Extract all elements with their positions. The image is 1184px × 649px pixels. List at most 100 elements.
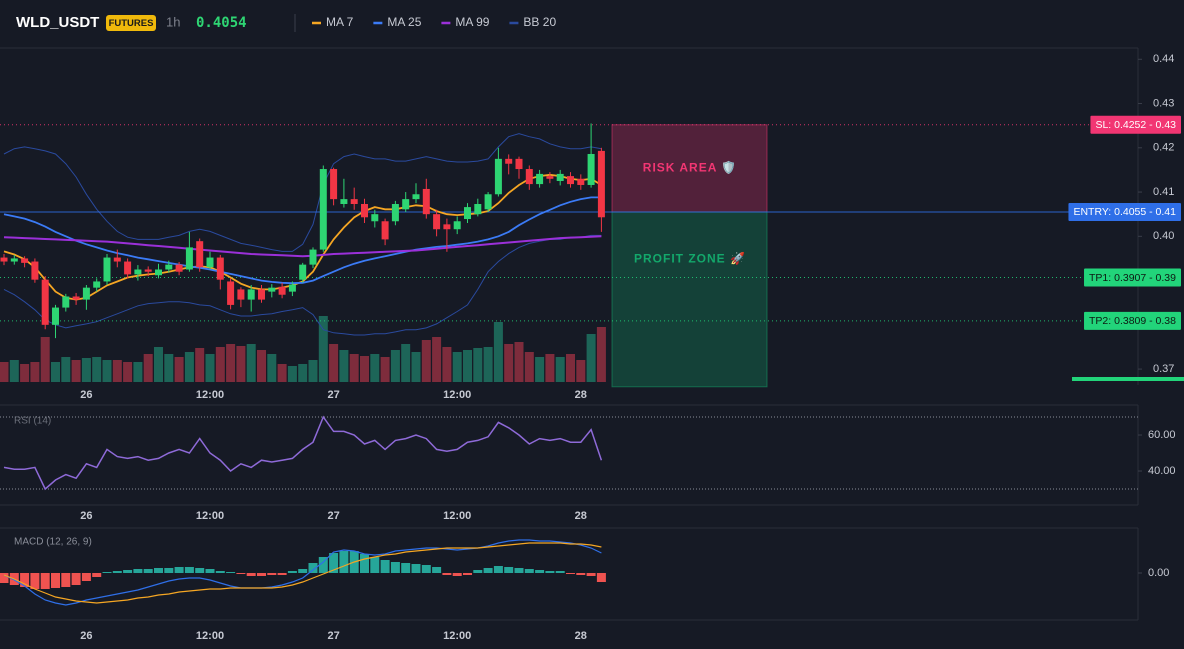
volume-bar [20, 364, 30, 382]
volume-bar [514, 342, 524, 382]
candle-body [577, 178, 585, 185]
legend-label: BB 20 [523, 15, 556, 29]
level-label: ENTRY: 0.4055 - 0.41 [1073, 206, 1176, 218]
level-badge [1090, 115, 1181, 134]
candle-body [155, 269, 162, 276]
macd-histogram [123, 570, 133, 573]
ma-line [3, 235, 602, 258]
volume-bar [463, 350, 472, 382]
ma-line [3, 196, 602, 285]
volume-bar [493, 322, 503, 382]
candle-body [556, 173, 564, 181]
bb-lower [3, 234, 602, 336]
macd-histogram [30, 573, 40, 589]
volume-bar [257, 350, 266, 382]
volume-bar [0, 362, 9, 382]
macd-histogram [586, 573, 596, 576]
y-tick-label: 0.43 [1153, 97, 1174, 109]
volume-bar [390, 350, 400, 382]
level-label: TP1: 0.3907 - 0.39 [1089, 272, 1176, 284]
signal-line [3, 542, 602, 604]
candle-body [391, 204, 399, 222]
candle-body [144, 269, 152, 272]
y-tick-label: 0.44 [1153, 53, 1174, 65]
volume-bar [432, 337, 442, 382]
volume-bar [267, 354, 277, 382]
y-tick-label: 40.00 [1148, 465, 1176, 477]
volume-bar [576, 360, 586, 382]
macd-histogram [308, 563, 318, 573]
candle-body [412, 194, 420, 200]
legend-label: MA 99 [455, 15, 489, 29]
volume-bar [40, 337, 50, 382]
volume-bar [308, 360, 318, 382]
candle-body [165, 264, 173, 270]
macd-histogram [483, 568, 493, 573]
candle-body [484, 194, 492, 210]
volume-bar [329, 344, 339, 382]
macd-histogram [0, 573, 9, 583]
x-tick-label: 28 [575, 389, 587, 401]
candle-body [464, 207, 471, 220]
candle-body [546, 176, 554, 179]
x-tick-label: 26 [80, 510, 92, 522]
volume-bar [205, 354, 215, 382]
candle-body [536, 173, 544, 185]
macd-histogram [51, 573, 60, 588]
macd-histogram [195, 568, 205, 573]
macd-histogram [390, 562, 400, 573]
macd-histogram [102, 572, 112, 573]
candle-body [340, 199, 348, 205]
macd-histogram [215, 571, 225, 573]
candle-body [525, 169, 533, 185]
candle-body [175, 264, 183, 272]
volume-bar [61, 357, 71, 382]
symbol: WLD_USDT [16, 14, 99, 31]
volume-bar [9, 360, 19, 382]
macd-histogram [473, 570, 483, 573]
candle-body [350, 199, 358, 205]
macd-histogram [370, 557, 380, 573]
x-tick-label: 12:00 [443, 510, 471, 522]
volume-bar [81, 358, 91, 382]
macd-histogram [463, 573, 472, 575]
last-price: 0.4054 [196, 15, 247, 31]
y-tick-label: 0.37 [1153, 363, 1174, 375]
macd-histogram [112, 571, 122, 573]
volume-bar [360, 356, 369, 382]
candle-body [278, 286, 286, 295]
volume-bar [401, 344, 411, 382]
legend-label: MA 25 [387, 15, 421, 29]
volume-bar [133, 362, 143, 382]
macd-histogram [298, 569, 308, 573]
candle-body [319, 169, 327, 250]
volume-bar [421, 340, 431, 382]
macd-histogram [576, 573, 586, 575]
volume-bar [380, 357, 390, 382]
macd-histogram [143, 569, 153, 573]
volume-bar [483, 347, 493, 382]
volume-bar [442, 347, 452, 382]
candle-body [247, 289, 255, 300]
candle-body [453, 221, 461, 230]
macd-histogram [236, 573, 246, 574]
macd-label: MACD (12, 26, 9) [14, 537, 92, 548]
y-tick-label: 0.41 [1153, 186, 1174, 198]
volume-bar [30, 362, 40, 382]
macd-histogram [287, 571, 297, 573]
volume-bar [535, 357, 545, 382]
candle-body [309, 249, 317, 265]
volume-bar [236, 346, 246, 382]
candle-body [288, 284, 296, 292]
macd-histogram [514, 568, 524, 573]
macd-histogram [205, 569, 215, 573]
macd-line [3, 539, 602, 606]
macd-histogram [81, 573, 91, 581]
candle-body [206, 257, 214, 268]
candle-body [433, 214, 441, 230]
candle-body [299, 264, 307, 280]
level-badge [1084, 268, 1181, 287]
x-tick-label: 27 [327, 630, 339, 642]
